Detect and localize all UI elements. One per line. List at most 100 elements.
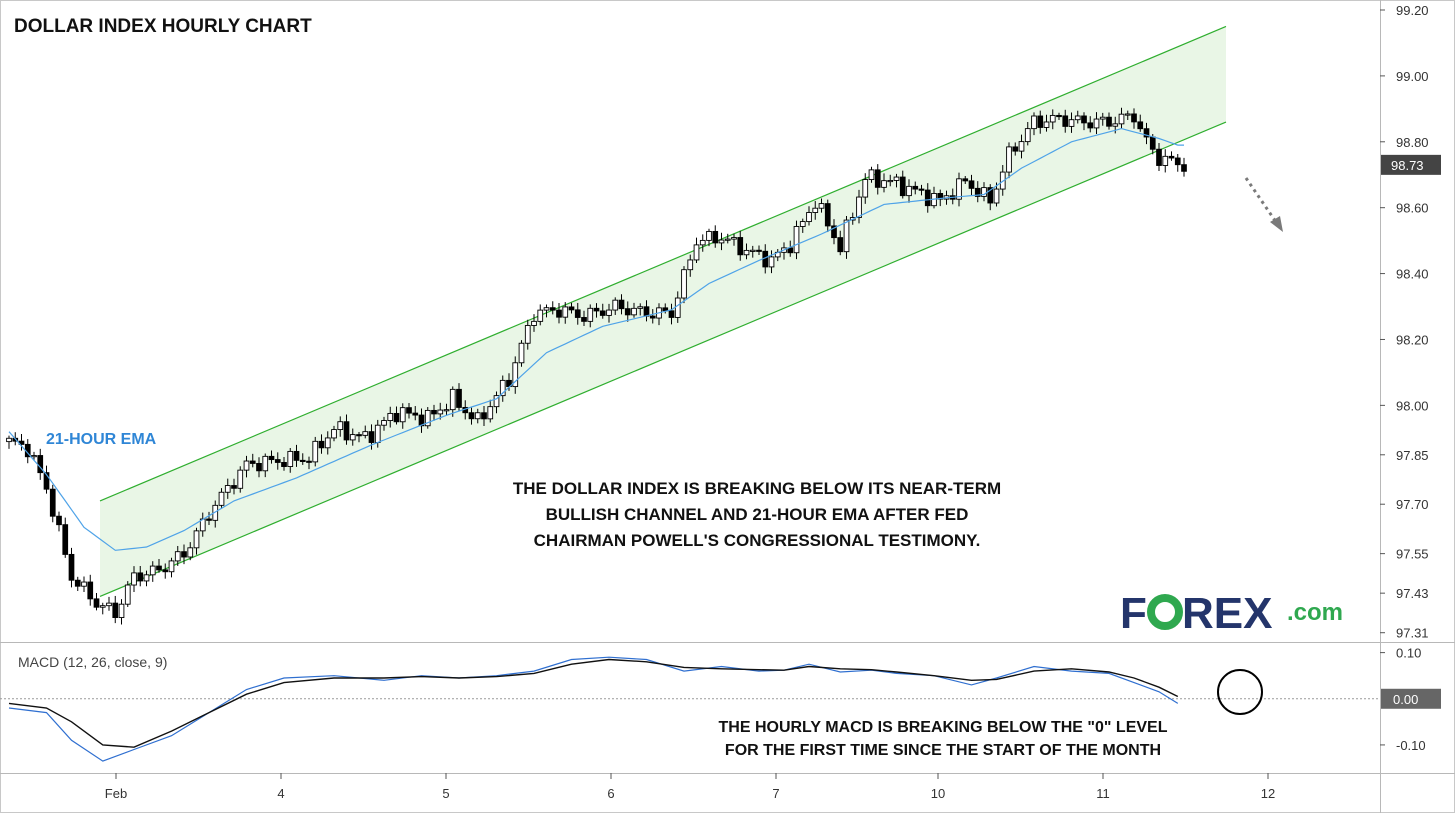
candle — [399, 403, 406, 429]
candle — [1056, 112, 1062, 121]
candle — [131, 566, 137, 593]
macd-pane: MACD (12, 26, close, 9) THE HOURLY MACD … — [0, 654, 1380, 762]
candle — [443, 403, 450, 415]
candle — [1006, 142, 1012, 179]
candle — [568, 302, 575, 314]
candle — [1062, 109, 1069, 133]
candle — [837, 230, 844, 256]
candle — [268, 450, 275, 464]
candle — [337, 416, 344, 437]
candle — [481, 405, 487, 427]
logo-ring-icon — [1147, 594, 1183, 630]
candle — [1118, 107, 1125, 129]
annotation-line-1: THE DOLLAR INDEX IS BREAKING BELOW ITS N… — [513, 479, 1001, 498]
candle — [124, 581, 131, 607]
candle — [881, 173, 887, 193]
candle — [468, 407, 475, 425]
candle — [737, 230, 744, 261]
candle — [331, 425, 337, 442]
candle — [1024, 121, 1031, 146]
candle — [918, 184, 925, 196]
candle — [299, 453, 306, 465]
candle — [99, 602, 106, 615]
candle — [424, 407, 431, 429]
candle — [743, 243, 750, 260]
macd-annotation-line-1: THE HOURLY MACD IS BREAKING BELOW THE "0… — [719, 719, 1168, 736]
candle — [168, 557, 175, 578]
candle — [574, 302, 581, 325]
candle — [856, 189, 862, 224]
price-tick-label: 99.00 — [1396, 69, 1429, 84]
price-tick-label: 98.80 — [1396, 135, 1429, 150]
candle — [162, 563, 169, 579]
candle — [343, 414, 350, 445]
candle — [912, 181, 919, 195]
candle — [518, 340, 525, 367]
candle — [74, 576, 81, 591]
candle — [143, 570, 150, 587]
candle — [812, 201, 819, 220]
candle — [362, 425, 369, 439]
candle — [231, 478, 237, 495]
price-tick-label: 97.43 — [1396, 586, 1429, 601]
candle — [312, 436, 319, 467]
candle — [112, 595, 119, 624]
macd-annotation-line-2: FOR THE FIRST TIME SINCE THE START OF TH… — [725, 742, 1161, 759]
candle — [437, 402, 444, 420]
candle — [56, 511, 62, 532]
candle — [887, 174, 894, 187]
candle — [106, 596, 112, 611]
candle — [68, 547, 75, 588]
date-tick-label: 12 — [1261, 786, 1275, 801]
candle — [1043, 114, 1050, 132]
candle — [906, 179, 912, 203]
candle — [993, 182, 1000, 207]
macd-zero-tag — [1381, 688, 1441, 709]
candle — [599, 303, 606, 319]
candle — [987, 184, 994, 211]
price-tick-label: 97.55 — [1396, 547, 1429, 562]
macd-tick-label: -0.10 — [1396, 738, 1426, 753]
candle — [43, 465, 50, 494]
candle — [1156, 142, 1162, 172]
candle — [31, 451, 37, 461]
candle — [393, 406, 400, 425]
forex-logo: F REX .com — [1120, 589, 1343, 638]
candle — [1087, 116, 1094, 133]
candle — [293, 444, 300, 467]
candle — [974, 181, 981, 203]
candle — [1093, 112, 1100, 134]
candle — [1168, 151, 1175, 161]
logo-letter-f: F — [1120, 589, 1147, 638]
candle — [412, 406, 419, 421]
candle — [512, 356, 519, 394]
candle — [699, 234, 706, 252]
candle — [156, 558, 162, 573]
annotation-line-2: BULLISH CHANNEL AND 21-HOUR EMA AFTER FE… — [546, 505, 969, 524]
candle — [749, 245, 756, 258]
candle — [731, 233, 737, 246]
candle — [87, 574, 94, 606]
date-tick-label: 10 — [931, 786, 945, 801]
date-tick-label: 4 — [277, 786, 284, 801]
date-tick-label: 6 — [607, 786, 614, 801]
candle — [549, 301, 556, 315]
price-axis: 99.20 99.00 98.80 98.73 98.60 98.40 98.20 98.00… — [1380, 3, 1441, 641]
candle — [687, 254, 694, 277]
candle — [493, 391, 500, 414]
candle — [1137, 114, 1144, 132]
candle — [206, 511, 212, 526]
candle — [556, 302, 562, 324]
forecast-arrow — [1244, 177, 1283, 232]
candle — [262, 453, 269, 478]
price-tick-label: 98.20 — [1396, 332, 1429, 347]
candle — [874, 164, 881, 195]
candle — [406, 402, 412, 419]
candle — [824, 199, 831, 233]
candle — [868, 166, 875, 183]
candle — [1181, 157, 1187, 177]
candle — [349, 428, 356, 446]
candle — [237, 466, 244, 493]
candle — [287, 447, 294, 473]
